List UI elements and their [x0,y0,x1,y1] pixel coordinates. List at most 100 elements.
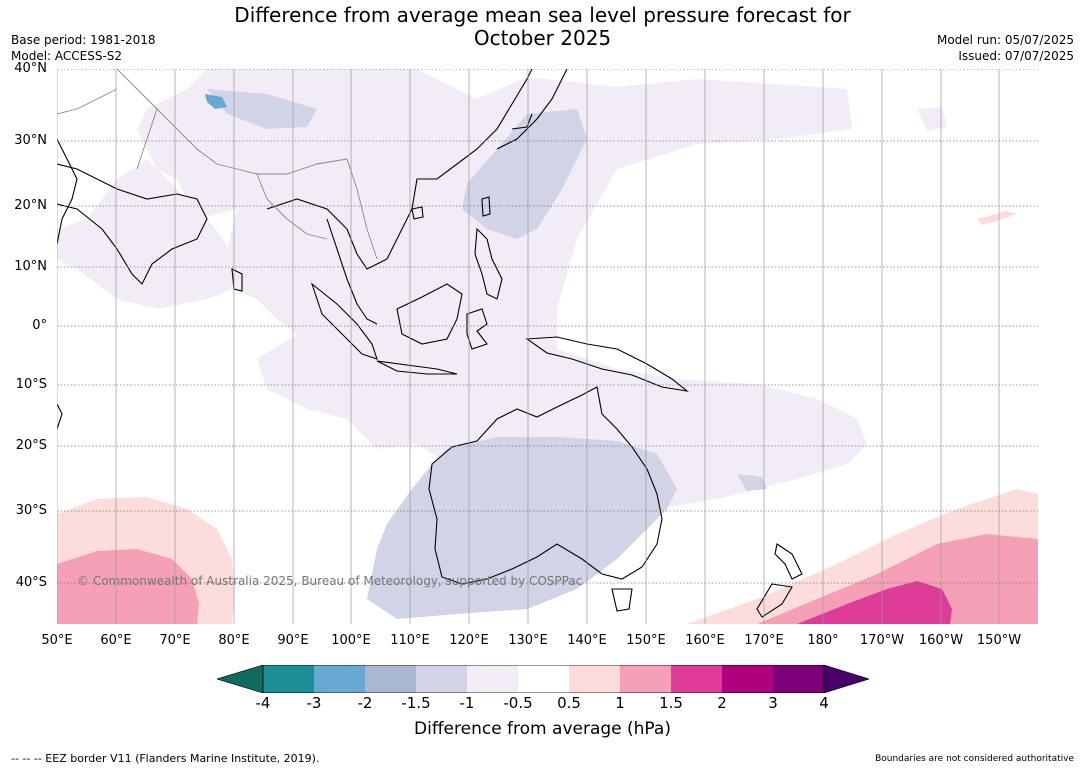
colorbar-swatch-9 [671,665,722,693]
tasmania-coast [611,588,633,612]
lon-label-150e: 150°E [626,633,666,648]
pressure-zone-minus-0-5-pacific [917,107,947,131]
colorbar-swatch-11 [773,665,824,693]
lat-label-40s: 40°S [15,575,47,590]
graticule [57,69,1038,584]
lon-label-180: 180° [807,633,839,648]
malay-peninsula-coast [326,218,378,325]
lon-label-160e: 160°E [685,633,725,648]
colorbar-tick-0: -4 [255,694,271,712]
lon-label-170w: 170°W [859,633,905,648]
copyright-notice: © Commonwealth of Australia 2025, Bureau… [77,574,583,588]
lat-label-30n: 30°N [14,133,47,148]
colorbar-tick-2: -2 [357,694,373,712]
boundaries-disclaimer: Boundaries are not considered authoritat… [875,754,1074,764]
colorbar-tick-4: -1 [459,694,475,712]
colorbar-tick-10: 3 [768,694,778,712]
pressure-zone-minus-1-himalaya [207,89,317,129]
colorbar-swatch-0 [217,665,264,693]
title-line-2: October 2025 [473,26,612,50]
pressure-zone-plus-1-5-southeast [797,581,952,624]
lon-label-120e: 120°E [449,633,489,648]
colorbar-tick-1: -3 [306,694,322,712]
lat-label-10n: 10°N [14,259,47,274]
colorbar-swatch-3 [365,665,416,693]
issued-date: Issued: 07/07/2025 [958,49,1074,63]
lat-label-equator: 0° [32,318,47,333]
pressure-zone-minus-1-west-pacific [462,109,587,239]
lon-label-90e: 90°E [277,633,309,648]
colorbar-swatch-4 [416,665,467,693]
lat-label-10s: 10°S [15,377,47,392]
pressure-zone-minus-3-tibet [205,94,227,109]
india-coast [57,163,208,285]
map-title: Difference from average mean sea level p… [0,4,1085,50]
lat-label-40n: 40°N [14,61,47,76]
pressure-zone-minus-1-australia [367,437,677,619]
colorbar-tick-3: -1.5 [401,694,431,712]
lon-label-130e: 130°E [508,633,548,648]
lat-label-30s: 30°S [15,503,47,518]
colorbar-tick-8: 1.5 [659,694,683,712]
colorbar-swatch-12 [823,665,869,693]
meta-right: Model run: 05/07/2025 Issued: 07/07/2025 [937,32,1074,64]
taiwan-coast [481,196,491,217]
colorbar-swatch-5 [467,665,518,693]
arabia-coast [57,138,78,245]
pressure-zone-minus-1-tasman [737,474,767,491]
colorbar-swatch-2 [314,665,365,693]
asia-borders [57,69,378,260]
lon-label-50e: 50°E [41,633,73,648]
colorbar-swatch-8 [620,665,671,693]
new-zealand-coast [756,543,803,618]
colorbar-swatch-1 [263,665,314,693]
model-name: Model: ACCESS-S2 [11,49,123,63]
colorbar-label: Difference from average (hPa) [414,719,671,739]
africa-coast [57,403,63,430]
colorbar-swatch-10 [722,665,773,693]
coastlines [57,69,803,618]
colorbar-tick-6: 0.5 [557,694,581,712]
pressure-zone-plus-1-southwest [57,549,199,624]
eez-border-credit: -- -- -- EEZ border V11 (Flanders Marine… [11,752,320,765]
lat-label-20s: 20°S [15,438,47,453]
colorbar-frame [262,665,825,693]
lon-label-60e: 60°E [100,633,132,648]
lon-label-100e: 100°E [331,633,371,648]
colorbar [217,665,869,693]
java-coast [376,360,458,375]
lon-label-110e: 110°E [390,633,430,648]
lon-label-70e: 70°E [159,633,191,648]
lon-label-140e: 140°E [567,633,607,648]
lon-label-150w: 150°W [976,633,1022,648]
colorbar-tick-5: -0.5 [503,694,533,712]
pressure-zone-minus-0-5 [137,69,867,509]
borneo-coast [396,283,463,345]
colorbar-swatch-7 [569,665,620,693]
hainan-coast [411,206,424,220]
lon-label-170e: 170°E [744,633,784,648]
base-period: Base period: 1981-2018 [11,33,156,47]
colorbar-tick-7: 1 [615,694,625,712]
title-line-1: Difference from average mean sea level p… [234,3,851,27]
meridians [57,69,1000,624]
sulawesi-coast [466,308,488,350]
sumatra-coast [310,282,378,360]
lat-label-20n: 20°N [14,198,47,213]
japan-coast [496,69,568,150]
colorbar-tick-11: 4 [819,694,829,712]
meta-left: Base period: 1981-2018 Model: ACCESS-S2 [11,32,156,64]
pressure-zone-plus-0-5-north-pacific [977,211,1017,225]
philippines-coast [474,227,503,300]
map-canvas [57,69,1038,624]
model-run: Model run: 05/07/2025 [936,33,1074,47]
pressure-zone-minus-0-5-india [57,159,232,309]
colorbar-tick-9: 2 [717,694,727,712]
pressure-zone-plus-1-southeast [757,534,1038,624]
lon-label-160w: 160°W [918,633,964,648]
colorbar-swatch-6 [518,665,569,693]
lon-label-80e: 80°E [218,633,250,648]
sri-lanka-coast [231,268,243,292]
country-borders [57,69,378,260]
australia-coast [428,386,663,585]
